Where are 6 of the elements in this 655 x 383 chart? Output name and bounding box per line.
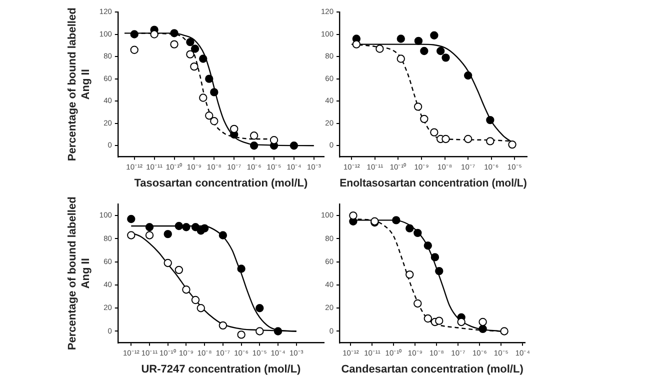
x-axis-title: Enoltasosartan concentration (mol/L): [340, 177, 528, 190]
y-axis-title: Percentage of bound labelled Ang II: [66, 8, 92, 162]
y-axis-title: Percentage of bound labelled Ang II: [66, 196, 92, 350]
x-axis-title: Tasosartan concentration (mol/L): [134, 177, 308, 190]
x-axis-title: UR-7247 concentration (mol/L): [141, 363, 302, 376]
x-axis-title: Candesartan concentration (mol/L): [341, 363, 524, 376]
